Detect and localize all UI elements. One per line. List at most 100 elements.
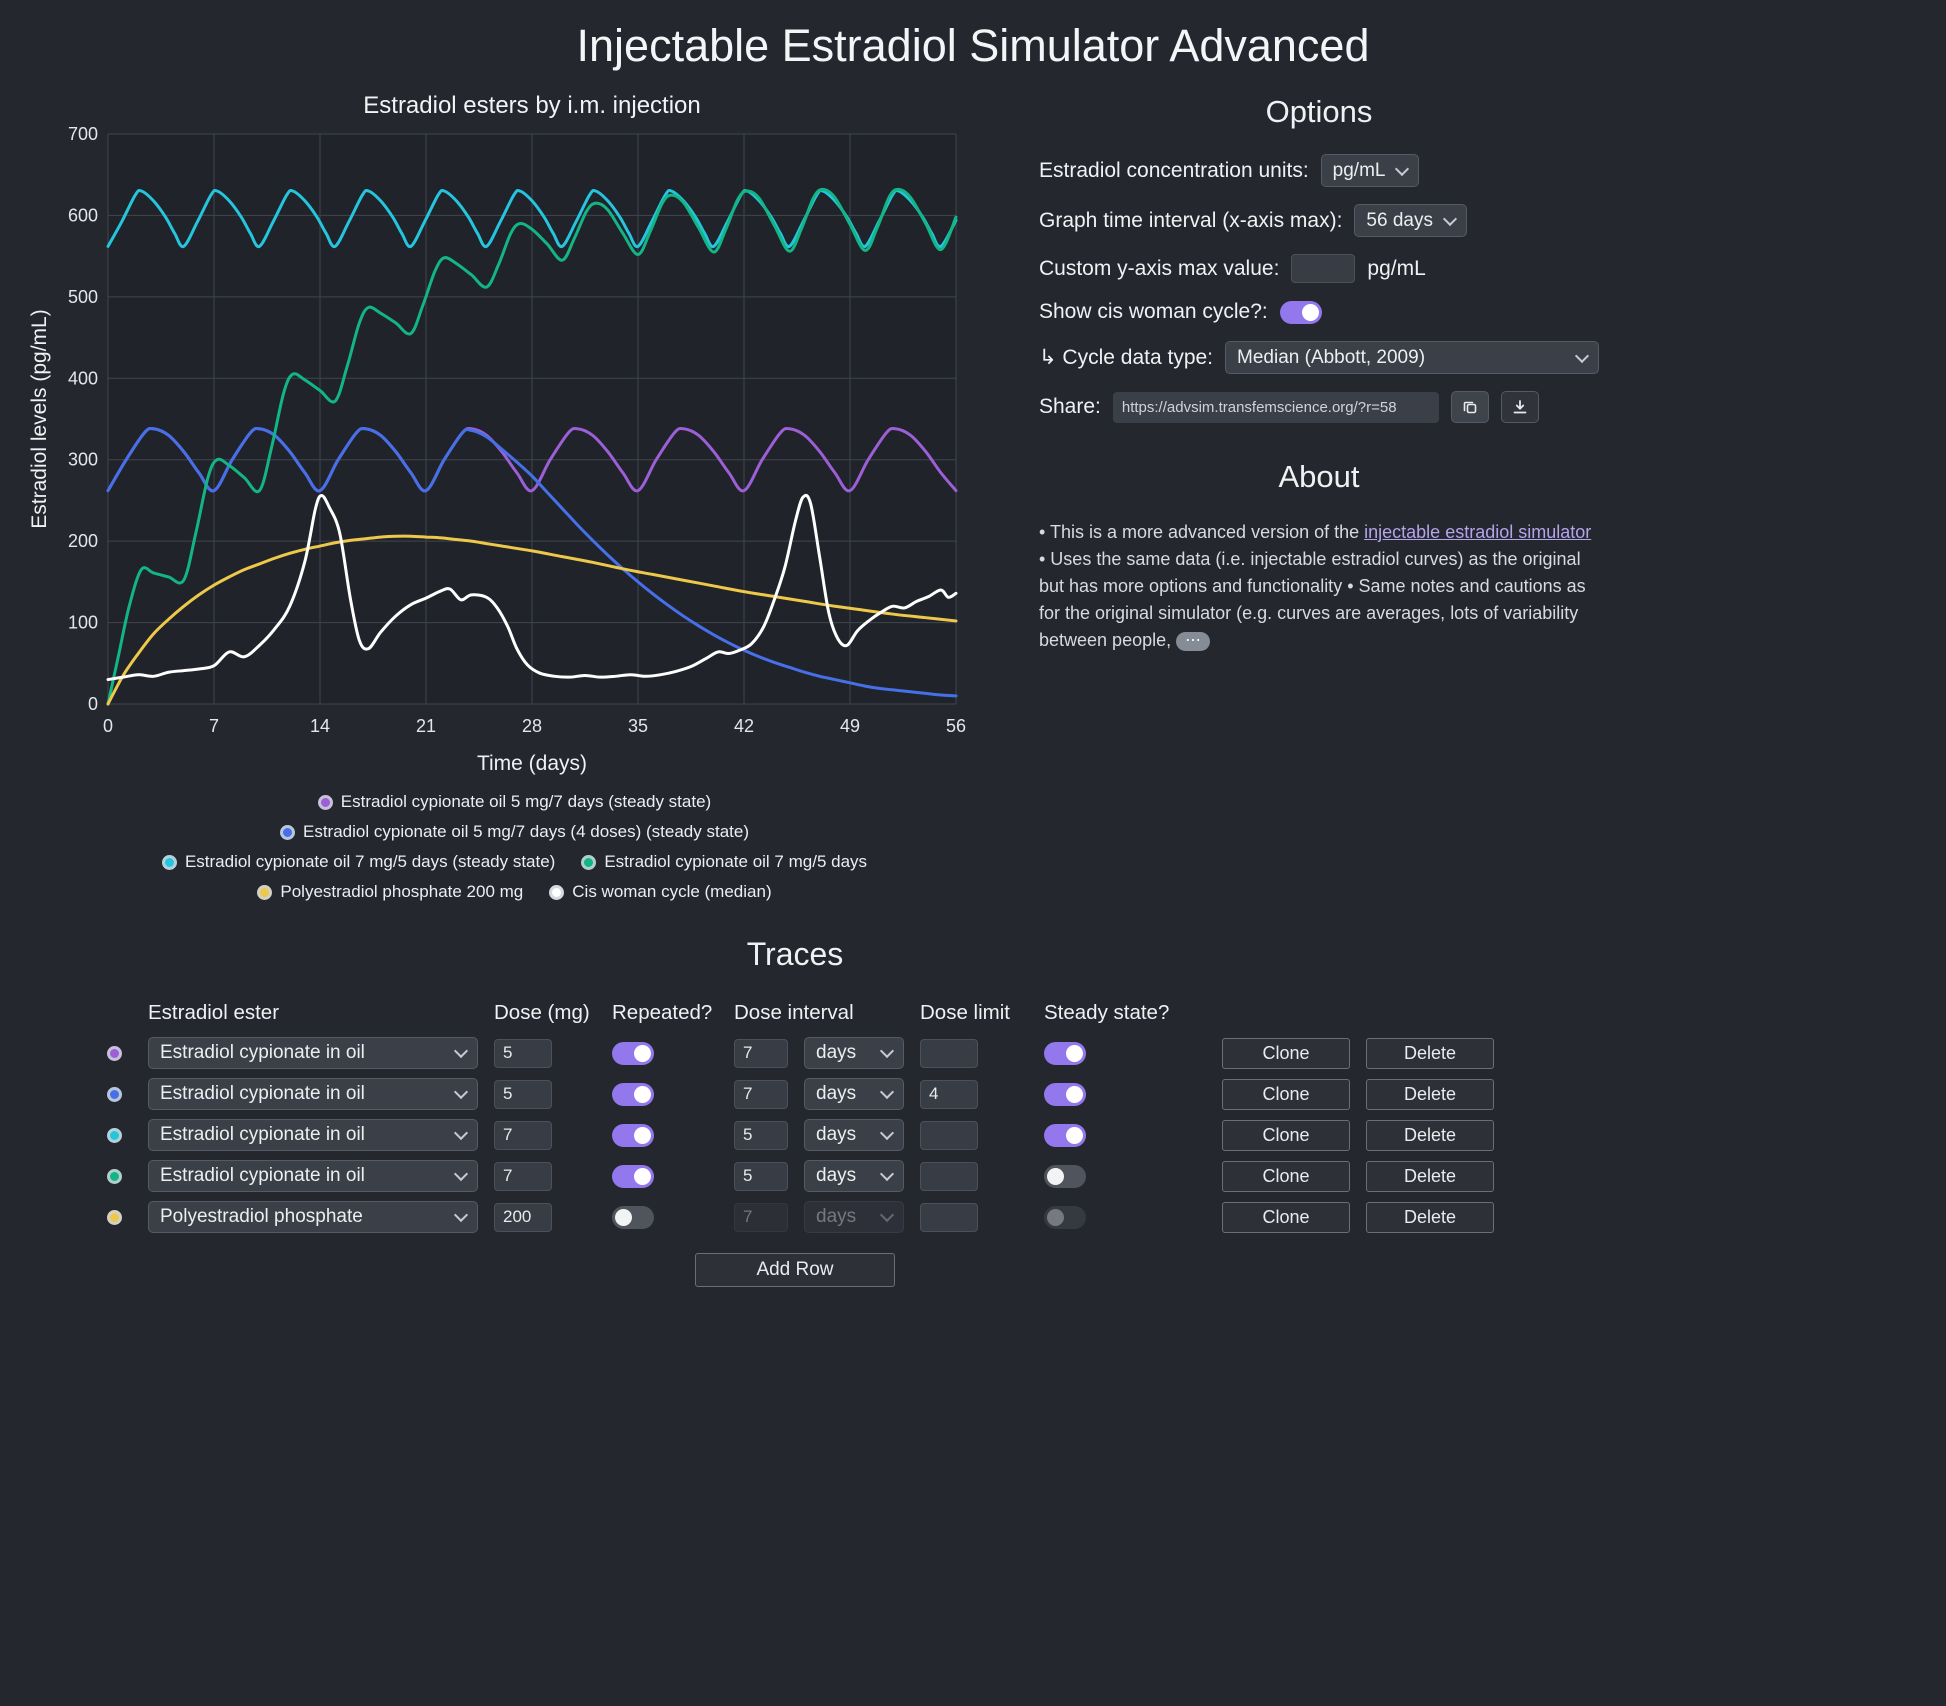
simulator-link[interactable]: injectable estradiol simulator [1364, 522, 1592, 542]
expand-notes-button[interactable]: ⋯ [1176, 631, 1211, 651]
delete-button[interactable]: Delete [1366, 1160, 1494, 1192]
legend-item[interactable]: Polyestradiol phosphate 200 mg [257, 882, 523, 902]
ymax-row: Custom y-axis max value: pg/mL [1039, 254, 1599, 283]
dose-input[interactable] [494, 1079, 552, 1109]
legend-label: Estradiol cypionate oil 7 mg/5 days (ste… [184, 852, 556, 871]
repeated-toggle[interactable] [612, 1082, 654, 1106]
legend-item[interactable]: Cis woman cycle (median) [549, 882, 772, 902]
clone-button[interactable]: Clone [1222, 1201, 1350, 1233]
time-interval-value: 56 days [1366, 209, 1433, 231]
repeated-toggle[interactable] [612, 1205, 654, 1229]
time-interval-label: Graph time interval (x-axis max): [1039, 208, 1343, 232]
interval-unit-select[interactable]: days [804, 1160, 904, 1192]
legend-label: Cis woman cycle (median) [572, 882, 772, 901]
legend-marker [257, 884, 273, 900]
trace-color-dot [106, 1127, 122, 1143]
repeated-toggle[interactable] [612, 1041, 654, 1065]
show-cycle-toggle[interactable] [1279, 300, 1322, 324]
clone-button[interactable]: Clone [1222, 1037, 1350, 1069]
dose-limit-input[interactable] [920, 1161, 978, 1191]
share-url-input[interactable] [1112, 391, 1439, 423]
interval-unit-value: days [816, 1124, 857, 1145]
dose-interval-input[interactable] [734, 1038, 788, 1068]
steady-state-toggle[interactable] [1044, 1082, 1086, 1106]
repeated-toggle[interactable] [612, 1164, 654, 1188]
delete-button[interactable]: Delete [1366, 1119, 1494, 1151]
toggle-knob [634, 1167, 651, 1185]
legend-marker [280, 824, 295, 840]
column-ester: Estradiol ester [148, 1001, 280, 1024]
clone-button[interactable]: Clone [1222, 1119, 1350, 1151]
chevron-down-icon [453, 1166, 469, 1182]
interval-unit-select[interactable]: days [804, 1037, 904, 1069]
dose-interval-input[interactable] [734, 1079, 788, 1109]
clone-button[interactable]: Clone [1222, 1078, 1350, 1110]
legend-item[interactable]: Estradiol cypionate oil 7 mg/5 days (ste… [161, 852, 556, 872]
estradiol-chart[interactable]: 0 7 14 21 28 35 42 49 56 0 100 200 300 400 500 600 700 Ti… [22, 120, 972, 786]
dose-limit-input[interactable] [920, 1202, 978, 1232]
chart-legend: Estradiol cypionate oil 5 mg/7 days (ste… [155, 792, 875, 902]
trace-color-dot [106, 1209, 122, 1225]
delete-button[interactable]: Delete [1366, 1078, 1494, 1110]
trace-row: Estradiol cypionate in oil days Clone Delet… [96, 1119, 1494, 1151]
steady-state-toggle [1044, 1205, 1086, 1229]
about-text-before: • This is a more advanced version of the [1039, 522, 1365, 542]
dose-interval-input[interactable] [734, 1161, 788, 1191]
svg-text:49: 49 [840, 716, 860, 736]
series-line [106, 534, 958, 706]
chevron-down-icon [879, 1166, 895, 1182]
steady-state-toggle[interactable] [1044, 1041, 1086, 1065]
legend-label: Estradiol cypionate oil 5 mg/7 days (ste… [340, 792, 712, 811]
add-row-button[interactable]: Add Row [695, 1253, 895, 1287]
chevron-down-icon [879, 1084, 895, 1100]
dose-input[interactable] [494, 1038, 552, 1068]
chevron-down-icon [879, 1125, 895, 1141]
dose-input[interactable] [494, 1202, 552, 1232]
dose-input[interactable] [494, 1161, 552, 1191]
traces-section: Traces Estradiol ester Dose (mg) Repeate… [96, 936, 1494, 1287]
dose-limit-input[interactable] [920, 1038, 978, 1068]
ester-select[interactable]: Polyestradiol phosphate [148, 1201, 478, 1233]
toggle-knob [634, 1085, 651, 1103]
delete-button[interactable]: Delete [1366, 1037, 1494, 1069]
interval-unit-select[interactable]: days [804, 1078, 904, 1110]
steady-state-toggle[interactable] [1044, 1123, 1086, 1147]
ester-select[interactable]: Estradiol cypionate in oil [148, 1119, 478, 1151]
dose-limit-input[interactable] [920, 1079, 978, 1109]
chevron-down-icon [453, 1043, 469, 1059]
svg-text:400: 400 [68, 368, 98, 388]
time-interval-select[interactable]: 56 days [1354, 204, 1467, 237]
ester-select[interactable]: Estradiol cypionate in oil [148, 1037, 478, 1069]
repeated-toggle[interactable] [612, 1123, 654, 1147]
copy-link-button[interactable] [1450, 391, 1489, 423]
ester-select[interactable]: Estradiol cypionate in oil [148, 1160, 478, 1192]
svg-text:14: 14 [310, 716, 330, 736]
legend-label: Estradiol cypionate oil 5 mg/7 days (4 d… [303, 822, 749, 841]
ester-select[interactable]: Estradiol cypionate in oil [148, 1078, 478, 1110]
interval-unit-value: days [816, 1206, 857, 1227]
trace-row: Estradiol cypionate in oil days Clone Delet… [96, 1037, 1494, 1069]
dose-interval-input[interactable] [734, 1120, 788, 1150]
units-select[interactable]: pg/mL [1320, 154, 1420, 187]
download-button[interactable] [1500, 391, 1539, 423]
share-row: Share: [1039, 391, 1599, 423]
interval-unit-select[interactable]: days [804, 1119, 904, 1151]
clone-button[interactable]: Clone [1222, 1160, 1350, 1192]
dose-input[interactable] [494, 1120, 552, 1150]
legend-item[interactable]: Estradiol cypionate oil 5 mg/7 days (4 d… [280, 822, 749, 842]
svg-text:7: 7 [209, 716, 219, 736]
legend-marker [161, 854, 177, 870]
trace-color-dot [106, 1045, 122, 1061]
steady-state-toggle[interactable] [1044, 1164, 1086, 1188]
ester-value: Estradiol cypionate in oil [160, 1124, 365, 1145]
svg-text:300: 300 [68, 450, 98, 470]
legend-item[interactable]: Estradiol cypionate oil 7 mg/5 days [581, 852, 867, 872]
legend-item[interactable]: Estradiol cypionate oil 5 mg/7 days (ste… [317, 792, 712, 812]
cycle-type-select[interactable]: Median (Abbott, 2009) [1225, 341, 1599, 374]
dose-limit-input[interactable] [920, 1120, 978, 1150]
trace-row: Estradiol cypionate in oil days Clone Delet… [96, 1078, 1494, 1110]
ymax-input[interactable] [1291, 254, 1356, 283]
chevron-down-icon [1395, 161, 1410, 176]
legend-marker [317, 794, 333, 810]
delete-button[interactable]: Delete [1366, 1201, 1494, 1233]
